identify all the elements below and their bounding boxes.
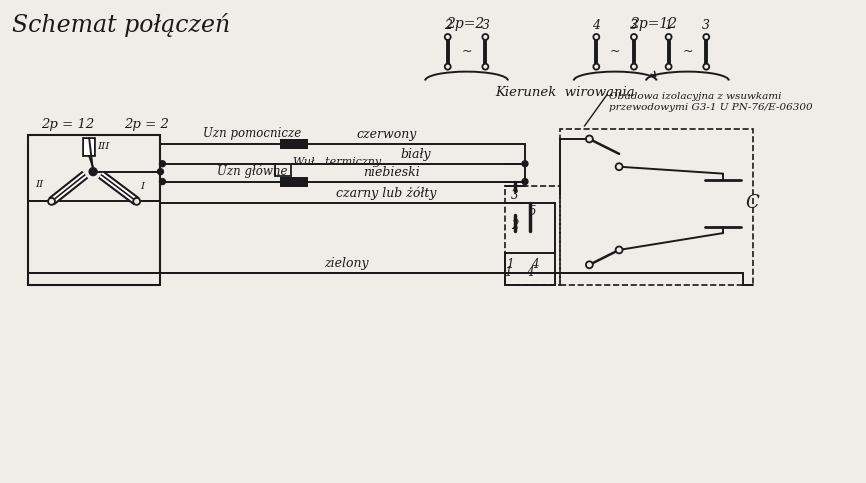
Circle shape — [159, 179, 165, 185]
Circle shape — [631, 64, 637, 70]
Circle shape — [482, 64, 488, 70]
Bar — [84, 139, 94, 155]
Text: 1: 1 — [664, 19, 673, 32]
Text: C: C — [745, 194, 759, 213]
Circle shape — [159, 161, 165, 167]
Circle shape — [666, 64, 672, 70]
Circle shape — [666, 34, 672, 40]
Text: 3: 3 — [511, 189, 519, 202]
Text: Uzn główne: Uzn główne — [217, 164, 288, 178]
Text: III: III — [97, 142, 109, 151]
Text: 2p=12: 2p=12 — [630, 17, 677, 31]
Text: czerwony: czerwony — [356, 128, 417, 141]
Text: zielony: zielony — [325, 257, 369, 270]
Circle shape — [522, 179, 528, 185]
Text: 4: 4 — [527, 266, 533, 279]
Text: Wuł.  termiczny: Wuł. termiczny — [294, 157, 381, 167]
Circle shape — [586, 261, 593, 268]
Text: II: II — [36, 180, 43, 188]
Circle shape — [616, 246, 623, 254]
Bar — [559, 129, 753, 284]
Text: 2p = 2: 2p = 2 — [124, 118, 169, 131]
Text: I: I — [139, 182, 144, 190]
Bar — [28, 135, 160, 284]
Text: Obudowa izolacyjna z wsuwkami
przewodowymi G3-1 U PN-76/E-06300: Obudowa izolacyjna z wsuwkami przewodowy… — [609, 92, 813, 112]
Bar — [505, 253, 555, 284]
Text: niebieski: niebieski — [363, 166, 420, 179]
Circle shape — [522, 161, 528, 167]
Text: Schemat połączeń: Schemat połączeń — [12, 13, 230, 37]
Bar — [505, 185, 559, 284]
Circle shape — [616, 163, 623, 170]
Circle shape — [445, 64, 450, 70]
Bar — [281, 139, 308, 149]
Text: ~: ~ — [462, 45, 472, 58]
Text: 4: 4 — [592, 19, 600, 32]
Circle shape — [593, 64, 599, 70]
Circle shape — [631, 34, 637, 40]
Text: 1: 1 — [507, 258, 514, 271]
Text: 2: 2 — [511, 219, 519, 232]
Circle shape — [445, 34, 450, 40]
Circle shape — [482, 34, 488, 40]
Circle shape — [586, 136, 593, 142]
Circle shape — [158, 169, 164, 175]
Text: czarny lub żółty: czarny lub żółty — [336, 187, 436, 200]
Text: 3: 3 — [630, 19, 638, 32]
Text: Uzn pomocnicze: Uzn pomocnicze — [204, 127, 301, 140]
Text: 3: 3 — [702, 19, 710, 32]
Bar — [281, 177, 308, 186]
Circle shape — [703, 64, 709, 70]
Text: Kierunek  wirowania: Kierunek wirowania — [494, 86, 635, 99]
Text: ~: ~ — [682, 45, 693, 58]
Text: ~: ~ — [610, 45, 620, 58]
Text: 1: 1 — [504, 266, 512, 279]
Circle shape — [48, 198, 55, 205]
Text: 2p = 12: 2p = 12 — [41, 118, 94, 131]
Text: 2: 2 — [443, 19, 452, 32]
Text: 2p=2: 2p=2 — [447, 17, 485, 31]
Text: 3: 3 — [481, 19, 489, 32]
Text: 4: 4 — [531, 258, 539, 271]
Circle shape — [703, 34, 709, 40]
Circle shape — [89, 168, 97, 176]
Text: biały: biały — [401, 148, 431, 161]
Circle shape — [133, 198, 140, 205]
Bar — [83, 138, 95, 156]
Text: 5: 5 — [529, 205, 537, 218]
Circle shape — [593, 34, 599, 40]
